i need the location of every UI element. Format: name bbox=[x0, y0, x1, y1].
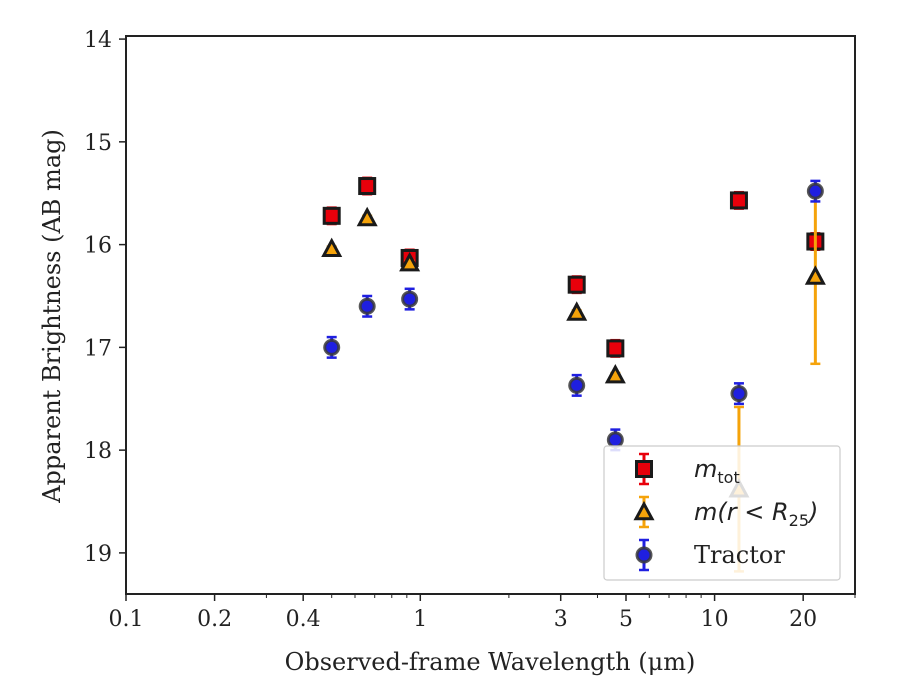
data-point-circle bbox=[401, 290, 419, 308]
x-tick-label: 0.2 bbox=[197, 607, 232, 632]
data-point-triangle bbox=[321, 237, 343, 258]
data-point-triangle bbox=[604, 363, 626, 384]
legend-marker-circle bbox=[635, 546, 653, 564]
data-point-circle bbox=[730, 385, 748, 403]
x-axis-label: Observed-frame Wavelength (μm) bbox=[285, 648, 696, 676]
data-point-triangle bbox=[356, 206, 378, 227]
y-tick-label: 19 bbox=[84, 542, 112, 567]
data-point-square bbox=[567, 275, 586, 294]
data-point-square bbox=[322, 206, 341, 225]
legend: mtot m(r < R25) Tractor bbox=[603, 445, 841, 581]
x-tick-label: 0.1 bbox=[109, 607, 144, 632]
data-point-square bbox=[729, 191, 748, 210]
data-layer bbox=[321, 176, 826, 573]
data-point-circle bbox=[358, 297, 376, 315]
legend-label: Tractor bbox=[694, 541, 785, 569]
data-point-circle bbox=[606, 431, 624, 449]
y-tick-label: 18 bbox=[84, 439, 112, 464]
y-axis-label: Apparent Brightness (AB mag) bbox=[38, 129, 66, 504]
data-point-circle bbox=[323, 338, 341, 356]
data-point-circle bbox=[568, 376, 586, 394]
plot-frame bbox=[125, 35, 856, 595]
axes: 0.1 0.2 0.4 1 3 5 10 20 14 15 16 17 18 19 bbox=[84, 28, 856, 632]
series-mtot bbox=[322, 176, 825, 358]
x-tick-label: 3 bbox=[554, 607, 568, 632]
legend-box bbox=[603, 445, 841, 581]
y-tick-label: 16 bbox=[84, 234, 112, 259]
data-point-triangle bbox=[566, 301, 588, 321]
data-point-triangle bbox=[399, 251, 421, 272]
y-tick-label: 14 bbox=[84, 28, 112, 53]
legend-label: m(r < R25) bbox=[694, 498, 818, 530]
y-tick-label: 15 bbox=[84, 131, 112, 156]
legend-marker-triangle bbox=[633, 500, 655, 521]
data-point-triangle bbox=[804, 265, 826, 285]
data-point-circle bbox=[806, 182, 824, 200]
legend-label: mtot bbox=[694, 455, 740, 487]
data-point-square bbox=[358, 177, 377, 196]
legend-marker-square bbox=[635, 460, 653, 478]
data-point-square bbox=[606, 339, 625, 358]
x-tick-label: 10 bbox=[701, 607, 729, 632]
x-tick-label: 5 bbox=[619, 607, 633, 632]
x-tick-label: 20 bbox=[789, 607, 817, 632]
x-tick-label: 0.4 bbox=[286, 607, 321, 632]
x-tick-label: 1 bbox=[413, 607, 427, 632]
y-tick-label: 17 bbox=[84, 336, 112, 361]
